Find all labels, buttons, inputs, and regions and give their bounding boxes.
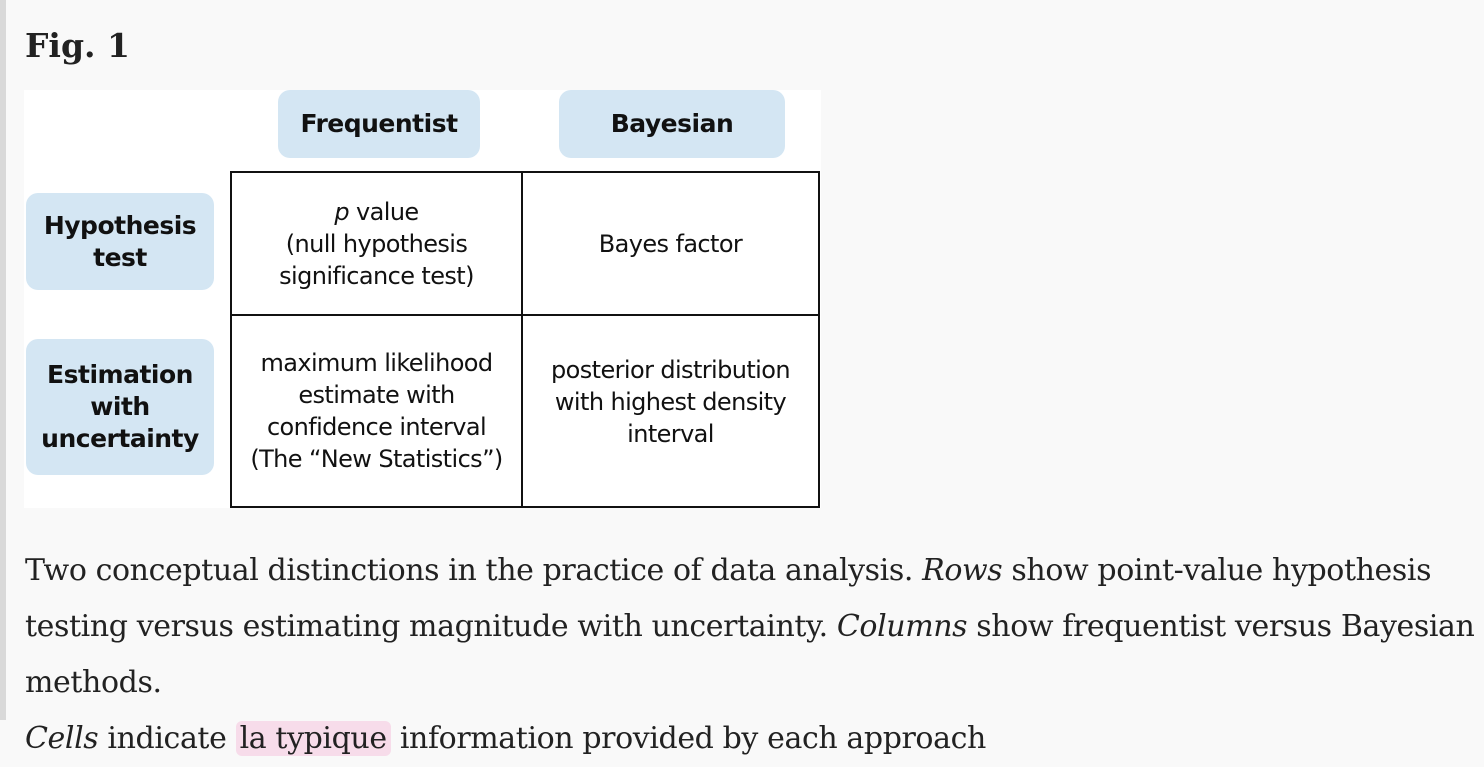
cell-line: interval — [627, 420, 714, 448]
row-header-line: Estimation — [47, 360, 193, 389]
cell-line: significance test) — [279, 261, 474, 290]
row-header-hypothesis-test: Hypothesis test — [26, 193, 214, 290]
grid-line-center — [521, 171, 523, 508]
grid-line-middle — [230, 314, 820, 316]
cell-line: posterior distribution — [551, 356, 790, 384]
cell-frequentist-hypothesis: p value (null hypothesis significance te… — [232, 173, 521, 314]
figure-label: Fig. 1 — [25, 26, 130, 65]
cell-line: p value — [334, 196, 419, 228]
row-header-line: Hypothesis — [43, 210, 197, 240]
cell-bayesian-hypothesis: Bayes factor — [523, 173, 818, 314]
p-symbol: p — [334, 197, 350, 226]
row-header-estimation: Estimation with uncertainty — [26, 339, 214, 475]
grid-line-right — [818, 171, 820, 508]
caption-text: Two conceptual distinctions in the pract… — [25, 553, 923, 588]
left-border — [0, 0, 6, 720]
cell-line: (null hypothesis — [285, 229, 468, 258]
cell-line: with highest density — [554, 388, 787, 416]
cell-bayesian-estimation: posterior distribution with highest dens… — [523, 316, 818, 488]
grid-line-bottom — [230, 506, 820, 508]
cell-line: (The “New Statistics”) — [250, 445, 503, 473]
caption-text: indicate — [98, 721, 236, 756]
cell-line: Bayes factor — [598, 229, 743, 258]
grid-line-top — [230, 171, 820, 173]
cell-line: maximum likelihood — [260, 349, 493, 377]
column-header-frequentist: Frequentist — [278, 90, 480, 158]
caption-term-columns: Columns — [836, 609, 968, 644]
cell-line: estimate with — [298, 381, 455, 409]
cell-frequentist-estimation: maximum likelihood estimate with confide… — [232, 316, 521, 506]
caption-text: show frequentist versus Bayesian methods… — [25, 609, 1475, 700]
figure-caption: Two conceptual distinctions in the pract… — [25, 543, 1475, 767]
column-header-bayesian: Bayesian — [559, 90, 785, 158]
highlighted-phrase[interactable]: la typique — [235, 721, 391, 756]
row-header-line: test — [93, 242, 147, 272]
row-header-line: uncertainty — [41, 424, 199, 453]
caption-text: show point-value hypothesis testing vers… — [25, 553, 1432, 644]
cell-line: confidence interval — [266, 413, 487, 441]
figure-image: Frequentist Bayesian Hypothesis test Est… — [24, 90, 821, 508]
caption-text: information provided by each approach — [390, 721, 986, 756]
caption-term-rows: Rows — [922, 553, 1003, 588]
caption-term-cells: Cells — [25, 721, 99, 756]
cell-text: value — [349, 197, 419, 226]
row-header-line: with — [90, 392, 150, 421]
grid-line-left — [230, 171, 232, 508]
